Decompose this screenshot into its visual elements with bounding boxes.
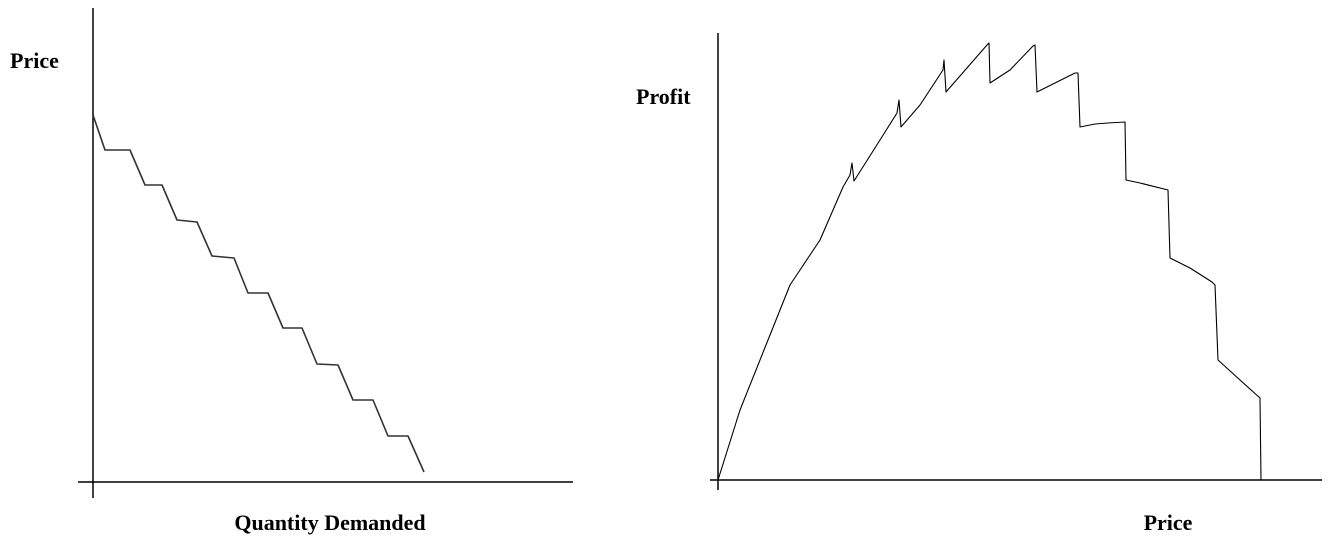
y-axis-label: Profit [636, 84, 691, 109]
x-axis-label: Quantity Demanded [234, 510, 425, 535]
y-axis-label: Price [10, 48, 59, 73]
left-diagram: Price Quantity Demanded [10, 8, 573, 535]
demand-curve [92, 114, 425, 473]
profit-curve [717, 42, 1262, 481]
x-axis-label: Price [1144, 510, 1193, 535]
right-diagram: Profit Price [636, 33, 1322, 535]
